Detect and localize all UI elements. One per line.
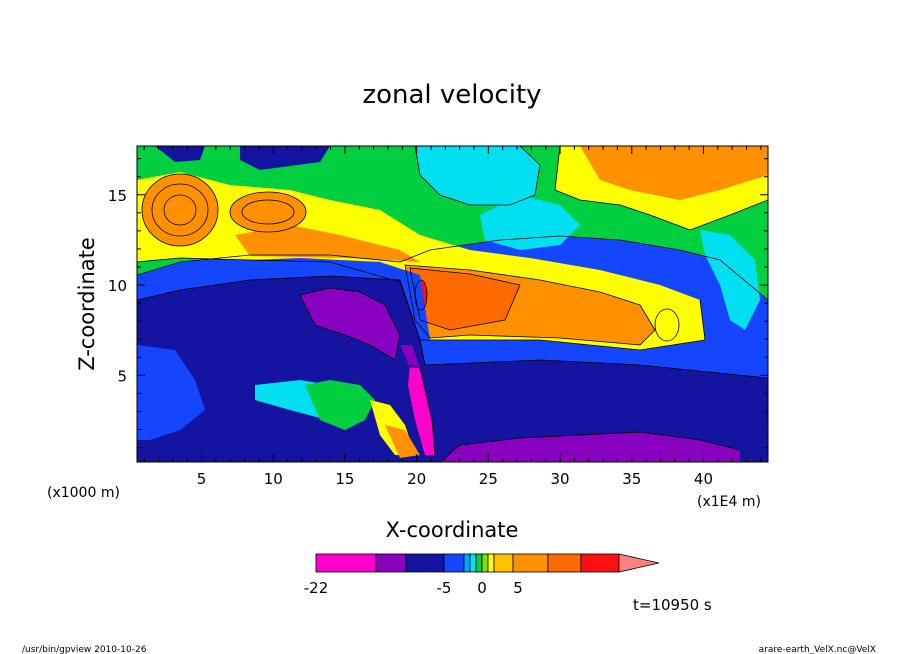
colorbar (315, 553, 660, 573)
colorbar-extend-arrow (618, 553, 660, 573)
colorbar-label: -5 (437, 579, 452, 597)
colorbar-segment (463, 553, 471, 573)
plot-frame (136, 145, 769, 463)
x-tick-label: 25 (479, 470, 498, 488)
contour-blue-top-mid (240, 146, 330, 170)
x-tick-label: 30 (551, 470, 570, 488)
x-tick-label: 15 (335, 470, 354, 488)
colorbar-segment (469, 553, 477, 573)
colorbar-segment (443, 553, 465, 573)
y-tick-label: 15 (108, 187, 127, 205)
x-axis-ticks: 5 10 15 20 25 30 35 40 (143, 146, 762, 488)
colorbar-segment (580, 553, 620, 573)
contour-cyan-far-right (700, 230, 760, 330)
contour-purple-lower-right (440, 432, 740, 462)
colorbar-label: 0 (477, 579, 487, 597)
colorbar-segment (405, 553, 445, 573)
contour-dark-orange-jet (410, 268, 520, 330)
x-scale-note: (x1E4 m) (697, 494, 761, 510)
contour-green-lower (305, 380, 375, 430)
colorbar-labels: -22 -5 0 5 (304, 579, 523, 597)
contour-blue-left-lower (137, 345, 205, 440)
contour-cyan-upper (415, 146, 540, 205)
colorbar-segment (315, 553, 377, 573)
footer-left: /usr/bin/gpview 2010-10-26 (22, 645, 147, 654)
colorbar-label: 5 (513, 579, 523, 597)
colorbar-label: -22 (304, 579, 329, 597)
contour-orange-band (235, 225, 420, 262)
colorbar-segment (487, 553, 495, 573)
contour-purple-upper (300, 288, 400, 360)
x-tick-label: 10 (264, 470, 283, 488)
contour-orange-upper-right (580, 146, 768, 200)
contour-orange-mid-lobe (230, 192, 306, 232)
footer-right: arare-earth_VelX.nc@VelX (759, 645, 876, 654)
y-axis-ticks: 5 10 15 (108, 158, 768, 449)
colorbar-segment (481, 553, 489, 573)
x-axis-label: X-coordinate (386, 518, 519, 542)
contour-magenta-downslope (408, 365, 435, 455)
velocity-field (136, 145, 769, 463)
chart-title: zonal velocity (362, 80, 541, 110)
contour-orange-lower (385, 425, 420, 458)
x-tick-label: 20 (407, 470, 426, 488)
y-tick-label: 10 (108, 277, 127, 295)
x-tick-label: 35 (622, 470, 641, 488)
colorbar-segment (547, 553, 582, 573)
colorbar-segment (512, 553, 549, 573)
colorbar-segment (493, 553, 514, 573)
y-tick-label: 5 (117, 367, 127, 385)
time-label: t=10950 s (633, 596, 712, 614)
y-axis-label: Z-coordinate (75, 237, 99, 371)
x-unit-label: (x1000 m) (47, 485, 120, 501)
x-tick-label: 5 (197, 470, 207, 488)
contour-orange-left-lobe (142, 174, 218, 246)
contour-dark-blue-lower (137, 276, 768, 462)
contour-purple-downslope (400, 345, 420, 368)
contour-lines (137, 146, 768, 462)
colorbar-segment (375, 553, 407, 573)
colorbar-segment (475, 553, 483, 573)
x-tick-label: 40 (694, 470, 713, 488)
contour-blue-top-left (155, 146, 205, 162)
